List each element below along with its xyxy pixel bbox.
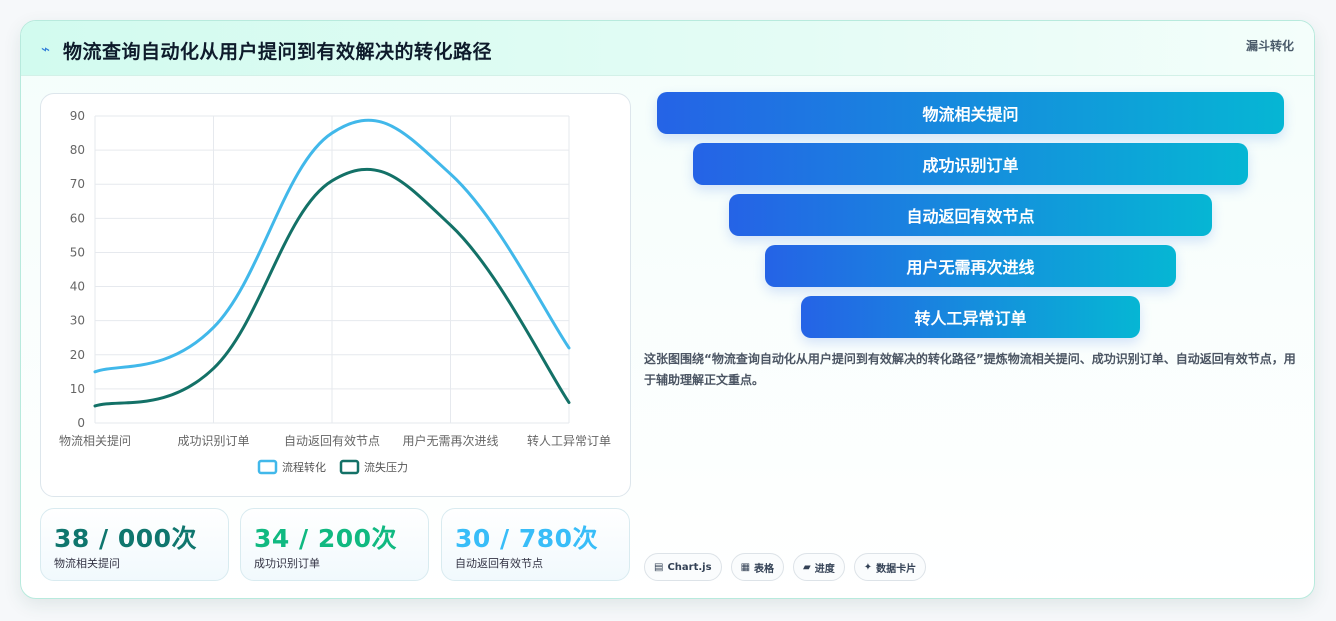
- y-tick-label: 0: [77, 416, 85, 430]
- chip-progress[interactable]: ▰ 进度: [793, 553, 845, 581]
- chip-label: 数据卡片: [876, 563, 917, 575]
- legend-label: 流程转化: [282, 460, 326, 474]
- stat-value: 30 / 780次: [455, 524, 599, 553]
- chip-label: Chart.js: [667, 561, 712, 573]
- x-tick-label: 转人工异常订单: [527, 433, 611, 448]
- lightning-icon: ⌁: [41, 40, 51, 58]
- x-tick-label: 自动返回有效节点: [284, 433, 380, 448]
- stat-label: 物流相关提问: [54, 557, 120, 570]
- legend-swatch: [339, 459, 360, 475]
- legend-label: 流失压力: [364, 460, 408, 474]
- progress-icon: ▰: [803, 561, 811, 573]
- y-tick-label: 70: [70, 177, 85, 191]
- y-tick-label: 50: [70, 245, 85, 259]
- chip-label: 进度: [814, 563, 835, 575]
- y-tick-label: 40: [70, 280, 85, 294]
- card-header: ⌁ 物流查询自动化从用户提问到有效解决的转化路径 漏斗转化: [21, 21, 1314, 76]
- funnel-step-1: 物流相关提问: [657, 92, 1284, 134]
- chip-label: 表格: [754, 563, 775, 575]
- x-tick-label: 成功识别订单: [177, 434, 249, 448]
- chart-description: 这张图围绕“物流查询自动化从用户提问到有效解决的转化路径”提炼物流相关提问、成功…: [644, 352, 1296, 387]
- card-title: 物流查询自动化从用户提问到有效解决的转化路径: [63, 41, 493, 63]
- chip-table[interactable]: ▦ 表格: [730, 553, 785, 581]
- sparkle-icon: ✦: [863, 561, 873, 573]
- stat-card-1: 38 / 000次 物流相关提问: [40, 508, 229, 581]
- card-tag: 漏斗转化: [1245, 39, 1294, 53]
- stat-value: 38 / 000次: [54, 524, 198, 553]
- series-line-1: [93, 118, 571, 374]
- chip-chartjs[interactable]: ▤ Chart.js: [644, 553, 722, 581]
- line-chart: 0 10 20 30 40 50 60 70 80 90 物流相关提问 成功识别订单 自动返回有效节点 用…: [59, 109, 611, 475]
- stat-label: 自动返回有效节点: [455, 557, 543, 570]
- y-tick-label: 20: [70, 348, 85, 362]
- funnel-step-4: 用户无需再次进线: [765, 245, 1176, 287]
- stat-card-2: 34 / 200次 成功识别订单: [240, 508, 429, 581]
- chip-data-card[interactable]: ✦ 数据卡片: [853, 553, 927, 581]
- chart-icon: ▤: [654, 561, 664, 573]
- table-icon: ▦: [740, 561, 751, 573]
- legend-swatch: [257, 459, 278, 475]
- x-tick-label: 用户无需再次进线: [402, 433, 498, 448]
- stat-label: 成功识别订单: [254, 557, 320, 570]
- funnel-step-3: 自动返回有效节点: [729, 194, 1212, 236]
- funnel-step-5: 转人工异常订单: [801, 296, 1140, 338]
- y-tick-label: 60: [70, 211, 85, 225]
- series-line-2: [93, 167, 571, 408]
- y-tick-label: 80: [70, 143, 85, 157]
- y-tick-label: 30: [70, 314, 85, 328]
- y-tick-label: 90: [70, 109, 85, 123]
- x-tick-label: 物流相关提问: [59, 433, 131, 448]
- funnel-card: ⌁ 物流查询自动化从用户提问到有效解决的转化路径 漏斗转化 0 10 20 30 40 5…: [20, 20, 1315, 599]
- stat-value: 34 / 200次: [254, 524, 398, 553]
- y-tick-label: 10: [70, 382, 85, 396]
- line-chart-panel: 0 10 20 30 40 50 60 70 80 90 物流相关提问 成功识别订单 自动返回有效节点 用…: [40, 93, 631, 497]
- funnel-step-2: 成功识别订单: [693, 143, 1248, 185]
- feature-chips: ▤ Chart.js ▦ 表格 ▰ 进度 ✦ 数据卡片: [644, 553, 927, 581]
- stat-card-3: 30 / 780次 自动返回有效节点: [441, 508, 630, 581]
